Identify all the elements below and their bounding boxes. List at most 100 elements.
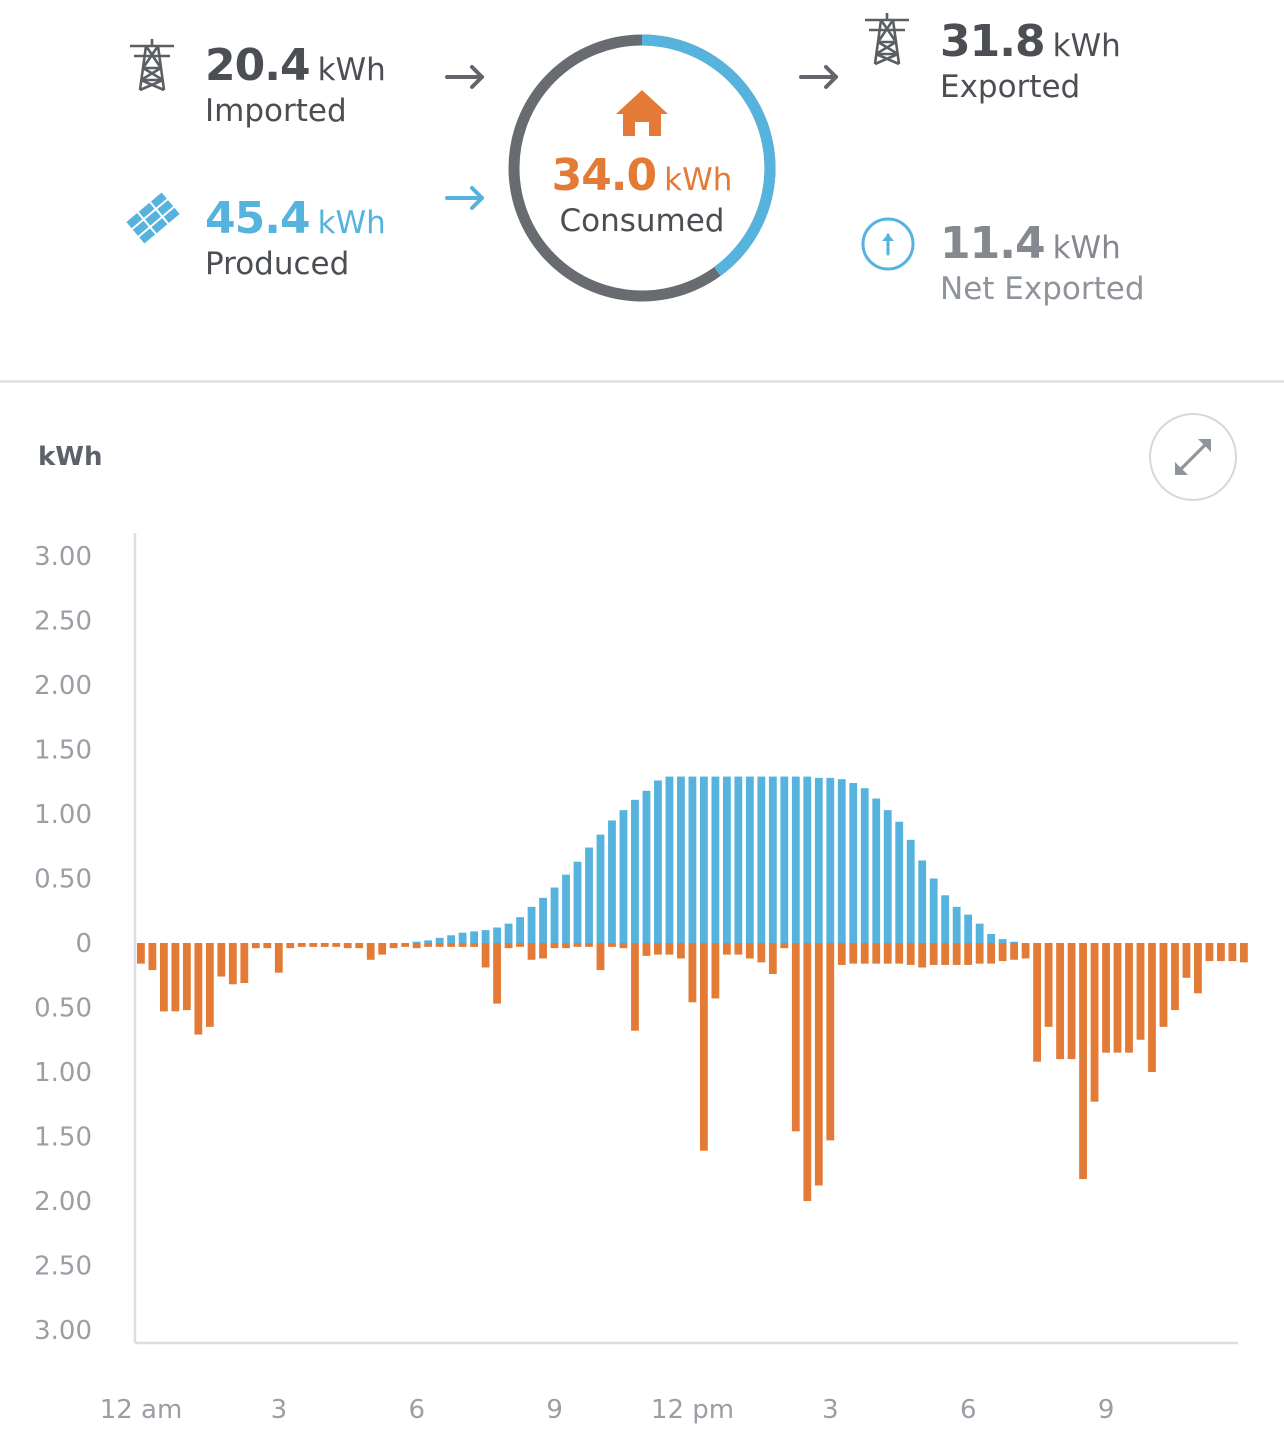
exported-flow-arrow-icon — [798, 62, 842, 96]
home-consumption-bar — [493, 943, 501, 1004]
exported-stat: 31.8 kWh Exported — [940, 16, 1121, 105]
home-consumption-bar — [952, 943, 961, 965]
home-consumption-bar — [1228, 943, 1237, 962]
imported-value: 20.4 — [205, 40, 311, 91]
solar-production-bar — [447, 935, 456, 943]
home-consumption-bar — [550, 943, 559, 949]
y-tick-label: 2.50 — [34, 607, 92, 637]
home-consumption-bar — [573, 943, 582, 947]
solar-production-bar — [562, 874, 570, 943]
expand-chart-button[interactable] — [1149, 413, 1237, 501]
solar-production-bar — [883, 810, 892, 943]
y-tick-label: 0.50 — [34, 994, 92, 1024]
solar-production-bar — [619, 810, 628, 943]
home-consumption-bar — [1217, 943, 1225, 962]
produced-value: 45.4 — [205, 193, 311, 244]
home-consumption-bar — [791, 943, 800, 1132]
solar-panel-icon — [124, 190, 182, 250]
solar-production-bar — [677, 776, 685, 943]
x-tick-label: 3 — [822, 1395, 839, 1425]
home-consumption-bar — [137, 943, 145, 964]
solar-production-bar — [872, 798, 881, 943]
solar-production-bar — [481, 930, 490, 943]
home-consumption-bar — [780, 943, 789, 949]
y-tick-label: 0 — [75, 929, 92, 959]
home-consumption-bar — [677, 943, 685, 959]
home-consumption-bar — [182, 943, 191, 1011]
solar-production-bar — [768, 776, 777, 943]
home-consumption-bar — [895, 943, 904, 964]
solar-production-bar — [734, 776, 743, 943]
home-consumption-bar — [171, 943, 180, 1012]
home-consumption-bar — [562, 943, 570, 949]
home-consumption-bar — [1056, 943, 1064, 1060]
home-consumption-bar — [1159, 943, 1168, 1027]
solar-production-bar — [573, 861, 582, 943]
home-consumption-bar — [389, 943, 398, 949]
home-consumption-bar — [987, 943, 996, 964]
home-consumption-bar — [860, 943, 869, 964]
y-tick-label: 1.00 — [34, 800, 92, 830]
net-exported-value: 11.4 — [940, 218, 1046, 269]
home-consumption-bar — [1136, 943, 1145, 1040]
home-consumption-bar — [263, 943, 272, 949]
home-consumption-bar — [1148, 943, 1156, 1072]
home-consumption-bar — [608, 943, 616, 947]
energy-bar-chart: 3.00 2.50 2.00 1.50 1.00 0.50 0 0.50 1.00 1.50 2.0… — [34, 533, 1248, 1425]
home-consumption-bar — [217, 943, 226, 977]
home-consumption-bar — [355, 943, 364, 949]
home-consumption-bar — [159, 943, 168, 1012]
home-consumption-bar — [711, 943, 720, 999]
home-consumption-bar — [194, 943, 203, 1035]
home-consumption-bar — [1079, 943, 1087, 1180]
home-consumption-bar — [768, 943, 777, 974]
solar-production-bar — [470, 931, 479, 943]
y-tick-label: 3.00 — [34, 542, 92, 572]
y-tick-label: 0.50 — [34, 865, 92, 895]
y-tick-label: 1.50 — [34, 736, 92, 766]
home-consumption-bar — [722, 943, 731, 955]
x-tick-label: 9 — [546, 1395, 563, 1425]
solar-production-bar — [975, 923, 984, 943]
home-consumption-bar — [470, 943, 479, 947]
x-tick-label: 12 am — [100, 1395, 183, 1425]
consumed-label: Consumed — [559, 203, 725, 239]
expand-icon — [1175, 439, 1211, 475]
solar-production-bar — [585, 847, 593, 943]
home-consumption-bar — [918, 943, 927, 968]
home-consumption-bar — [1113, 943, 1122, 1053]
solar-production-bar — [918, 860, 927, 943]
transmission-tower-icon — [863, 12, 911, 70]
home-consumption-bar — [757, 943, 766, 963]
home-consumption-bar — [504, 943, 513, 949]
produced-stat: 45.4 kWh Produced — [205, 193, 386, 282]
exported-value: 31.8 — [940, 16, 1046, 67]
solar-production-bar — [941, 895, 950, 943]
home-consumption-bar — [401, 943, 410, 947]
solar-production-bar — [435, 937, 444, 943]
solar-production-bar — [516, 917, 524, 943]
home-consumption-bar — [883, 943, 892, 964]
home-consumption-bar — [596, 943, 605, 971]
x-tick-label: 9 — [1098, 1395, 1115, 1425]
solar-production-bar — [906, 839, 915, 943]
produced-unit: kWh — [317, 205, 386, 241]
y-tick-label: 2.00 — [34, 1187, 92, 1217]
home-consumption-bar — [688, 943, 697, 1003]
home-consumption-bar — [1021, 943, 1030, 959]
home-consumption-bar — [332, 943, 341, 947]
net-exported-stat: 11.4 kWh Net Exported — [940, 218, 1145, 307]
imported-stat: 20.4 kWh Imported — [205, 40, 386, 129]
home-consumption-bar — [148, 943, 157, 971]
home-consumption-bar — [1194, 943, 1202, 994]
solar-production-bar — [688, 776, 697, 943]
consumed-value: 34.0 — [551, 150, 658, 201]
transmission-tower-icon — [128, 38, 176, 96]
home-consumption-bar — [734, 943, 743, 955]
solar-production-bar — [493, 927, 501, 943]
exported-unit: kWh — [1052, 28, 1121, 64]
home-consumption-bar — [251, 943, 260, 949]
solar-production-bar — [424, 940, 433, 943]
solar-production-bar — [631, 799, 639, 943]
home-consumption-bar — [1090, 943, 1099, 1102]
